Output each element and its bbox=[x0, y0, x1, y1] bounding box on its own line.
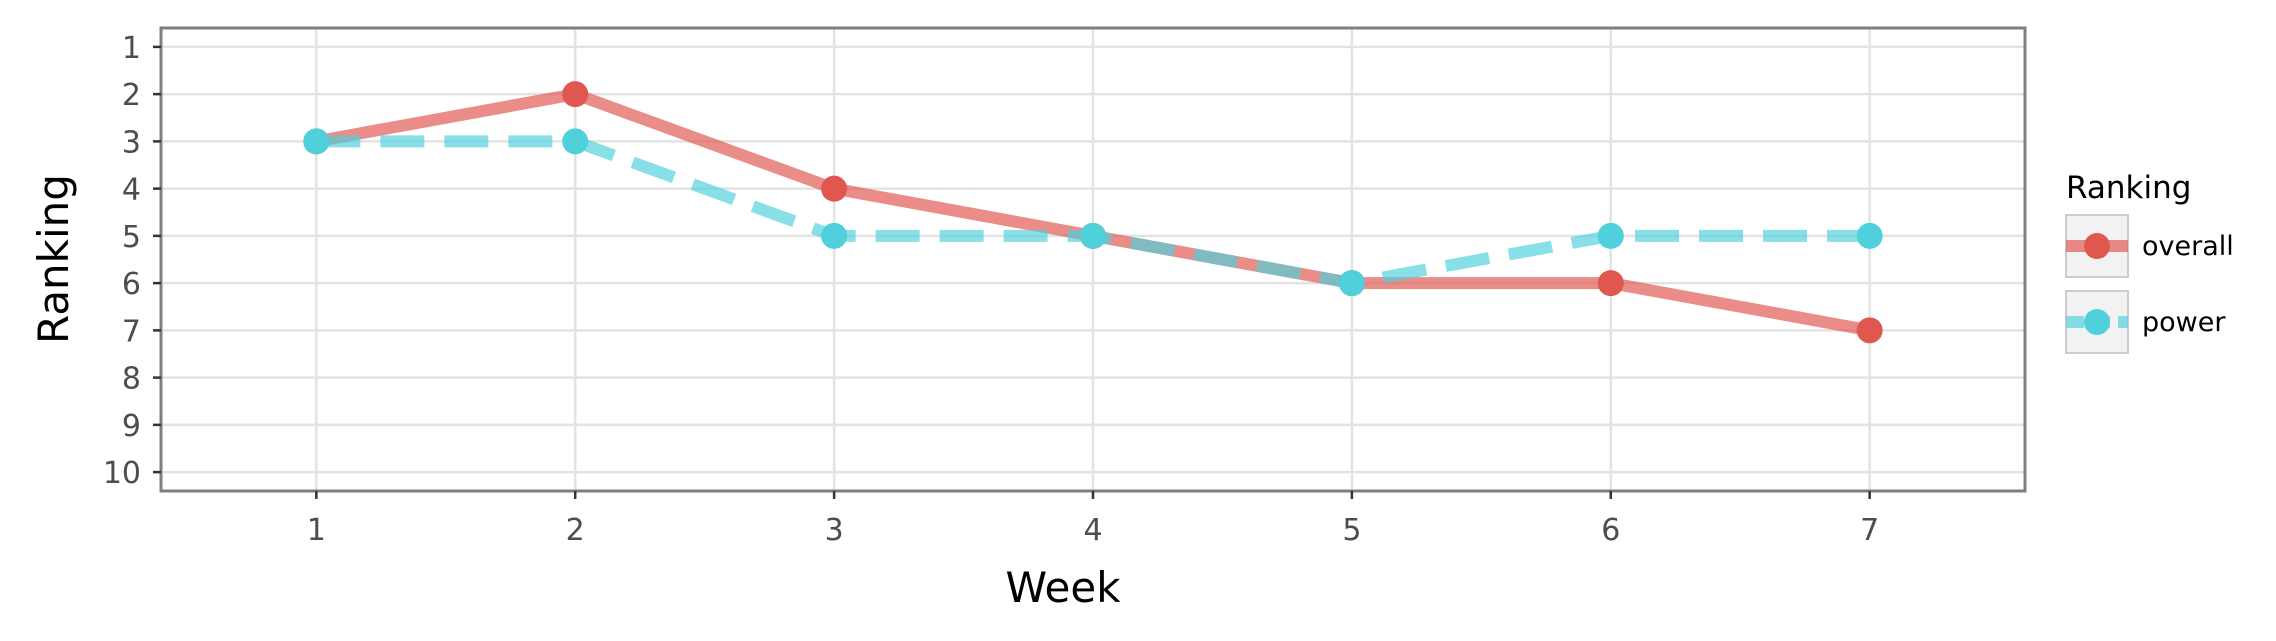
tick-labels: 1 2 3 4 5 6 7 1 2 3 4 5 6 7 8 9 10 bbox=[103, 31, 1879, 548]
y-tick-label: 10 bbox=[103, 456, 141, 491]
legend-label-power: power bbox=[2142, 307, 2226, 338]
axis-ticks bbox=[153, 45, 1871, 499]
grid bbox=[161, 28, 2025, 491]
y-tick-label: 9 bbox=[122, 409, 141, 444]
legend-title: Ranking bbox=[2066, 170, 2191, 206]
data-point-overall bbox=[1856, 317, 1883, 344]
x-tick-label: 4 bbox=[1083, 513, 1102, 548]
data-point-power bbox=[1080, 222, 1106, 249]
y-tick-label: 1 bbox=[122, 31, 141, 66]
data-point-overall bbox=[821, 175, 848, 202]
x-tick-label: 2 bbox=[566, 513, 585, 548]
legend-label-overall: overall bbox=[2142, 231, 2234, 262]
x-tick-label: 6 bbox=[1601, 513, 1620, 548]
y-tick-label: 6 bbox=[122, 267, 141, 302]
y-tick-label: 3 bbox=[122, 125, 141, 160]
series-layer bbox=[303, 81, 1883, 344]
x-axis-title: Week bbox=[1005, 563, 1121, 612]
y-tick-label: 7 bbox=[122, 314, 141, 349]
data-point-power bbox=[1856, 222, 1883, 249]
data-point-power bbox=[562, 128, 589, 155]
legend: Ranking overall power bbox=[2065, 170, 2234, 354]
x-tick-label: 5 bbox=[1342, 513, 1361, 548]
data-point-power bbox=[1338, 270, 1365, 297]
x-tick-label: 7 bbox=[1860, 513, 1879, 548]
x-tick-label: 1 bbox=[307, 513, 326, 548]
y-tick-label: 2 bbox=[122, 78, 141, 113]
data-point-power bbox=[821, 222, 848, 249]
y-tick-label: 5 bbox=[122, 220, 141, 255]
data-point-power bbox=[1597, 222, 1624, 249]
legend-marker-overall bbox=[2084, 233, 2110, 259]
x-tick-label: 3 bbox=[825, 513, 844, 548]
y-tick-label: 8 bbox=[122, 362, 141, 397]
data-point-power bbox=[303, 128, 330, 155]
legend-items: overall power bbox=[2065, 214, 2234, 354]
y-tick-label: 4 bbox=[122, 173, 141, 208]
legend-marker-power bbox=[2084, 309, 2110, 335]
data-point-overall bbox=[1597, 270, 1624, 297]
y-axis-title: Ranking bbox=[29, 174, 78, 344]
data-point-overall bbox=[562, 81, 589, 108]
